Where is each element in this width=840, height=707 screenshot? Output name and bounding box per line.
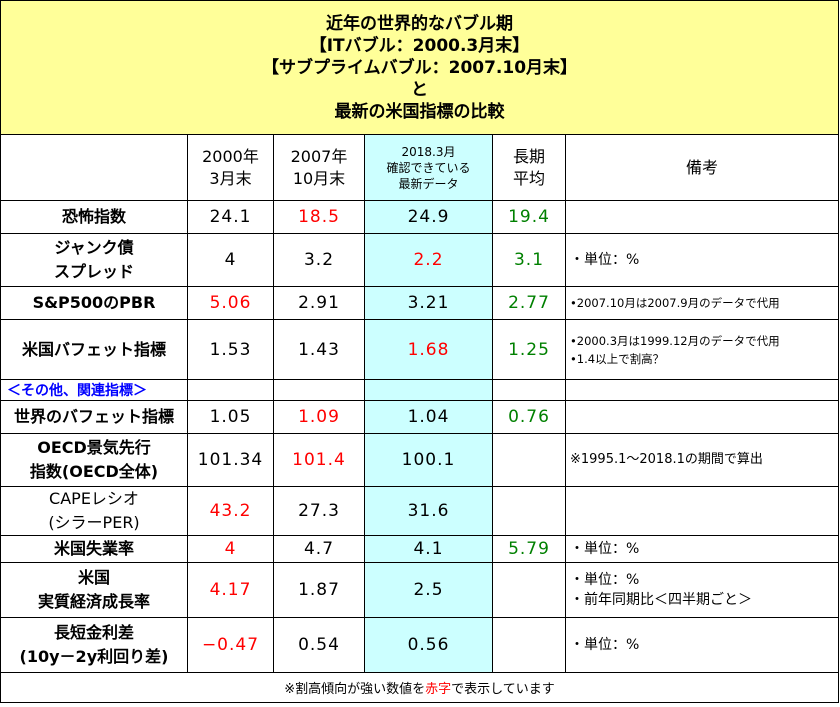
cell-2007: 1.09: [273, 400, 365, 434]
cell-2018: 24.9: [364, 200, 493, 234]
row-label: 米国バフェット指標: [0, 319, 188, 380]
header-note: 備考: [565, 134, 839, 201]
cell-2000: −0.47: [187, 617, 274, 673]
title-line-2: 【ITバブル：2000.3月末】: [309, 35, 530, 56]
cell-note: [565, 400, 839, 434]
cell-2007: 4.7: [273, 535, 365, 563]
cell-2000: 24.1: [187, 200, 274, 234]
row-label: 世界のバフェット指標: [0, 400, 188, 434]
cell-2000: 1.53: [187, 319, 274, 380]
cell-2000: 4: [187, 233, 274, 287]
table-row: ジャンク債 スプレッド 4 3.2 2.2 3.1 ・単位：%: [0, 233, 839, 287]
cell-2018: 4.1: [364, 535, 493, 563]
cell-2007: 27.3: [273, 486, 365, 536]
row-label: S&P500のPBR: [0, 286, 188, 320]
cell-2007: 3.2: [273, 233, 365, 287]
table-row: 恐怖指数 24.1 18.5 24.9 19.4: [0, 200, 839, 234]
row-label: 恐怖指数: [0, 200, 188, 234]
title-line-5: 最新の米国指標の比較: [334, 101, 505, 122]
cell-note: ・単位：%: [565, 617, 839, 673]
table-row: 米国 実質経済成長率 4.17 1.87 2.5 ・単位：% ・前年同期比＜四半期ご…: [0, 562, 839, 618]
table-row: S&P500のPBR 5.06 2.91 3.21 2.77 •2007.10月…: [0, 286, 839, 320]
cell-2018: 1.68: [364, 319, 493, 380]
cell-note: [565, 486, 839, 536]
cell-2007: 101.4: [273, 433, 365, 487]
row-label: 米国 実質経済成長率: [0, 562, 188, 618]
row-label: 長短金利差 (10y－2y利回り差): [0, 617, 188, 673]
table-row: 米国バフェット指標 1.53 1.43 1.68 1.25 •2000.3月は1…: [0, 319, 839, 380]
cell-2000: 43.2: [187, 486, 274, 536]
table-row: 世界のバフェット指標 1.05 1.09 1.04 0.76: [0, 400, 839, 434]
cell-2000: 1.05: [187, 400, 274, 434]
header-blank: [0, 134, 188, 201]
row-label: OECD景気先行 指数(OECD全体): [0, 433, 188, 487]
header-long-avg: 長期 平均: [492, 134, 566, 201]
footer-row: ※割高傾向が強い数値を赤字で表示しています: [0, 672, 839, 703]
cell-note: ・単位：% ・前年同期比＜四半期ごと＞: [565, 562, 839, 618]
cell-2007: 1.87: [273, 562, 365, 618]
table-row: 長短金利差 (10y－2y利回り差) −0.47 0.54 0.56 ・単位：%: [0, 617, 839, 673]
cell-long-avg: [492, 562, 566, 618]
cell-long-avg: 2.77: [492, 286, 566, 320]
cell-note: ・単位：%: [565, 233, 839, 287]
cell-2018: 1.04: [364, 400, 493, 434]
header-2007: 2007年 10月末: [273, 134, 365, 201]
cell-long-avg: 5.79: [492, 535, 566, 563]
cell-2018: 2.2: [364, 233, 493, 287]
sheet-title: 近年の世界的なバブル期 【ITバブル：2000.3月末】 【サブプライムバブル：…: [0, 0, 839, 135]
table-row: OECD景気先行 指数(OECD全体) 101.34 101.4 100.1 ※1…: [0, 433, 839, 487]
cell-long-avg: 1.25: [492, 319, 566, 380]
subheader-row: ＜その他、関連指標＞: [0, 379, 839, 401]
cell-2018: 3.21: [364, 286, 493, 320]
cell-2000: 4.17: [187, 562, 274, 618]
cell-long-avg: [492, 433, 566, 487]
row-label: ジャンク債 スプレッド: [0, 233, 188, 287]
title-line-1: 近年の世界的なバブル期: [326, 13, 513, 34]
cell-note: [565, 200, 839, 234]
cell-2007: 18.5: [273, 200, 365, 234]
cell-2000: 4: [187, 535, 274, 563]
cell-2007: 2.91: [273, 286, 365, 320]
title-line-3: 【サブプライムバブル：2007.10月末】: [261, 57, 578, 78]
cell-2018: 31.6: [364, 486, 493, 536]
cell-note: ・単位：%: [565, 535, 839, 563]
title-row: 近年の世界的なバブル期 【ITバブル：2000.3月末】 【サブプライムバブル：…: [0, 0, 839, 135]
cell-2000: 5.06: [187, 286, 274, 320]
header-2000: 2000年 3月末: [187, 134, 274, 201]
header-row: 2000年 3月末 2007年 10月末 2018.3月 確認できている 最新デ…: [0, 134, 839, 201]
cell-2018: 2.5: [364, 562, 493, 618]
cell-long-avg: 3.1: [492, 233, 566, 287]
table-row: CAPEレシオ (シラーPER) 43.2 27.3 31.6: [0, 486, 839, 536]
cell-long-avg: 19.4: [492, 200, 566, 234]
cell-2000: 101.34: [187, 433, 274, 487]
cell-long-avg: 0.76: [492, 400, 566, 434]
cell-note: ※1995.1〜2018.1の期間で算出: [565, 433, 839, 487]
row-label: CAPEレシオ (シラーPER): [0, 486, 188, 536]
footer-note: ※割高傾向が強い数値を赤字で表示しています: [0, 672, 839, 703]
cell-2007: 1.43: [273, 319, 365, 380]
header-2018: 2018.3月 確認できている 最新データ: [364, 134, 493, 201]
row-label: 米国失業率: [0, 535, 188, 563]
cell-2018: 0.56: [364, 617, 493, 673]
cell-note: •2007.10月は2007.9月のデータで代用: [565, 286, 839, 320]
title-line-4: と: [411, 79, 428, 100]
cell-long-avg: [492, 486, 566, 536]
cell-2007: 0.54: [273, 617, 365, 673]
table-row: 米国失業率 4 4.7 4.1 5.79 ・単位：%: [0, 535, 839, 563]
cell-note: •2000.3月は1999.12月のデータで代用 •1.4以上で割高？: [565, 319, 839, 380]
footer-highlight: 赤字: [425, 682, 452, 697]
cell-long-avg: [492, 617, 566, 673]
cell-2018: 100.1: [364, 433, 493, 487]
subheader-label: ＜その他、関連指標＞: [0, 379, 188, 401]
